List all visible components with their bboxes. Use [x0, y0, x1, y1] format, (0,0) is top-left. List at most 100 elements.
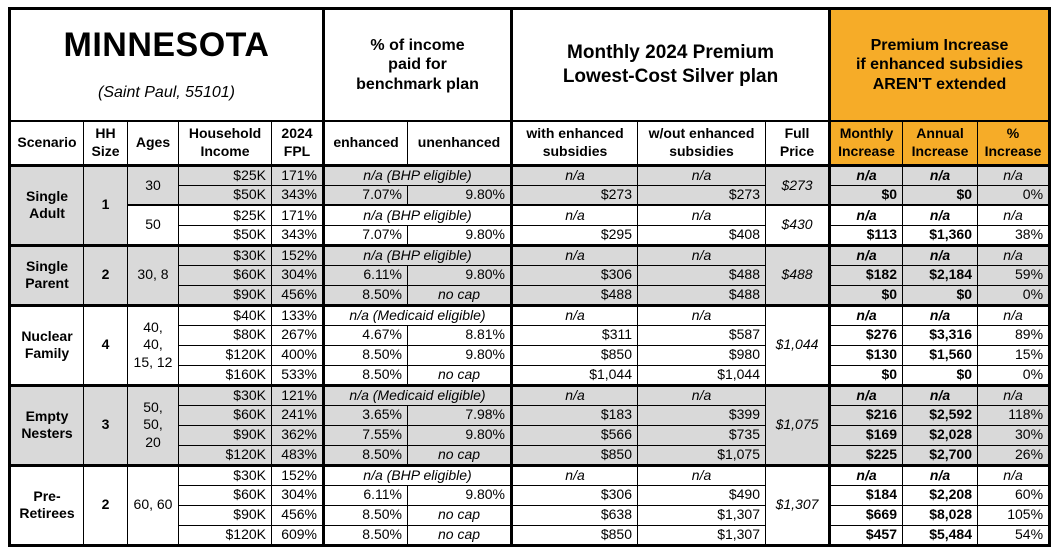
cell-premium-without-subsidies: $1,307 [637, 504, 767, 526]
cell-ages: 50 [127, 204, 179, 246]
cell-premium-without-subsidies: $587 [637, 324, 767, 346]
cell-premium-with-subsidies: n/a [510, 243, 639, 266]
cell-fpl: 171% [271, 204, 324, 226]
table-row: $60K 241% 3.65% 7.98% $183 $399 $216 $2,… [10, 404, 1051, 426]
cell-premium-without-subsidies: $488 [637, 264, 767, 286]
cell-pct-unenhanced: no cap [406, 364, 513, 386]
cell-annual-increase: $2,208 [902, 484, 979, 506]
cell-monthly-increase: n/a [828, 243, 904, 266]
group-header-increase: Premium Increase if enhanced subsidies A… [828, 8, 1051, 123]
cell-pct-enhanced: 7.55% [322, 424, 408, 446]
cell-percent-increase: 0% [977, 364, 1051, 386]
table-row: $60K 304% 6.11% 9.80% $306 $488 $182 $2,… [10, 264, 1051, 286]
cell-percent-increase: n/a [977, 303, 1051, 326]
cell-pct-enhanced: 6.11% [322, 484, 408, 506]
cell-pct-unenhanced: no cap [406, 504, 513, 526]
cell-pct-enhanced: 6.11% [322, 264, 408, 286]
cell-full-price: $1,075 [765, 383, 831, 466]
cell-premium-without-subsidies: n/a [637, 243, 767, 266]
cell-premium-with-subsidies: $306 [510, 484, 639, 506]
cell-premium-with-subsidies: n/a [510, 204, 639, 226]
cell-premium-with-subsidies: $850 [510, 444, 639, 466]
cell-pct-enhanced: 8.50% [322, 344, 408, 366]
cell-premium-with-subsidies: $850 [510, 524, 639, 546]
cell-pct-unenhanced: 9.80% [406, 344, 513, 366]
cell-full-price: $1,307 [765, 463, 831, 546]
cell-annual-increase: $2,592 [902, 404, 979, 426]
cell-household-income: $90K [178, 424, 272, 446]
cell-pct-unenhanced: 9.80% [406, 184, 513, 206]
cell-premium-without-subsidies: $490 [637, 484, 767, 506]
cell-annual-increase: n/a [902, 463, 979, 486]
cell-household-income: $90K [178, 284, 272, 306]
cell-premium-without-subsidies: n/a [637, 463, 767, 486]
cell-full-price: $273 [765, 163, 831, 206]
cell-premium-with-subsidies: $1,044 [510, 364, 639, 386]
col-header-hh-size: HH Size [83, 120, 128, 167]
col-header-household-income: Household Income [178, 120, 272, 167]
cell-premium-without-subsidies: $1,044 [637, 364, 767, 386]
cell-annual-increase: n/a [902, 204, 979, 226]
cell-pct-enhanced: 8.50% [322, 284, 408, 306]
cell-household-income: $60K [178, 264, 272, 286]
cell-premium-with-subsidies: n/a [510, 163, 639, 186]
cell-scenario: Empty Nesters [9, 383, 84, 466]
col-header-enhanced: enhanced [322, 120, 408, 167]
cell-percent-increase: 30% [977, 424, 1051, 446]
cell-premium-with-subsidies: n/a [510, 463, 639, 486]
cell-percent-increase: 26% [977, 444, 1051, 466]
cell-fpl: 121% [271, 383, 324, 406]
cell-household-income: $60K [178, 484, 272, 506]
cell-household-income: $160K [178, 364, 272, 386]
cell-monthly-increase: $457 [828, 524, 904, 546]
cell-fpl: 133% [271, 303, 324, 326]
cell-household-income: $30K [178, 383, 272, 406]
cell-percent-increase: 0% [977, 184, 1051, 206]
cell-percent-increase: 89% [977, 324, 1051, 346]
cell-annual-increase: $2,700 [902, 444, 979, 466]
cell-annual-increase: $0 [902, 184, 979, 206]
table-row: $80K 267% 4.67% 8.81% $311 $587 $276 $3,… [10, 324, 1051, 346]
cell-fpl: 343% [271, 184, 324, 206]
cell-ages: 60, 60 [127, 463, 179, 546]
cell-hh-size: 4 [83, 303, 128, 386]
cell-premium-without-subsidies: $1,307 [637, 524, 767, 546]
cell-annual-increase: $2,028 [902, 424, 979, 446]
cell-household-income: $90K [178, 504, 272, 526]
table-row: 50 $25K 171% n/a (BHP eligible) n/a n/a … [10, 204, 1051, 246]
cell-na-eligibility: n/a (Medicaid eligible) [321, 383, 513, 406]
cell-ages: 50, 50, 20 [127, 383, 179, 466]
cell-ages: 30 [127, 163, 179, 206]
cell-household-income: $120K [178, 444, 272, 466]
cell-pct-unenhanced: no cap [406, 444, 513, 466]
cell-fpl: 456% [271, 504, 324, 526]
cell-premium-without-subsidies: $399 [637, 404, 767, 426]
cell-monthly-increase: n/a [828, 303, 904, 326]
cell-pct-enhanced: 8.50% [322, 504, 408, 526]
cell-monthly-increase: n/a [828, 163, 904, 186]
cell-annual-increase: $2,184 [902, 264, 979, 286]
cell-household-income: $25K [178, 204, 272, 226]
table-row: $50K 343% 7.07% 9.80% $295 $408 $113 $1,… [10, 224, 1051, 246]
cell-premium-without-subsidies: n/a [637, 383, 767, 406]
cell-percent-increase: 54% [977, 524, 1051, 546]
cell-annual-increase: n/a [902, 383, 979, 406]
cell-premium-without-subsidies: n/a [637, 204, 767, 226]
cell-full-price: $488 [765, 243, 831, 306]
cell-monthly-increase: $225 [828, 444, 904, 466]
cell-premium-with-subsidies: n/a [510, 383, 639, 406]
cell-fpl: 343% [271, 224, 324, 246]
cell-premium-without-subsidies: $735 [637, 424, 767, 446]
cell-na-eligibility: n/a (Medicaid eligible) [321, 303, 513, 326]
cell-monthly-increase: $169 [828, 424, 904, 446]
cell-pct-enhanced: 8.50% [322, 524, 408, 546]
cell-annual-increase: $3,316 [902, 324, 979, 346]
cell-percent-increase: n/a [977, 163, 1051, 186]
cell-percent-increase: 105% [977, 504, 1051, 526]
cell-fpl: 609% [271, 524, 324, 546]
col-header-scenario: Scenario [9, 120, 84, 167]
cell-na-eligibility: n/a (BHP eligible) [321, 204, 513, 226]
cell-fpl: 171% [271, 163, 324, 186]
cell-pct-unenhanced: 9.80% [406, 264, 513, 286]
table-row: $60K 304% 6.11% 9.80% $306 $490 $184 $2,… [10, 484, 1051, 506]
